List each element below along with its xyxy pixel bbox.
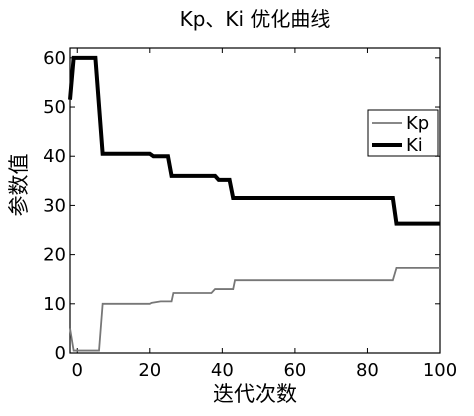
axes-frame [69,47,441,354]
series-line-kp [69,266,440,352]
y-tick-label: 40 [43,146,66,167]
x-axis-label: 迭代次数 [213,382,297,406]
axis-ticks: 0 20 40 60 80 100 0 10 20 30 40 50 60 [43,48,457,381]
legend-box [367,109,439,157]
y-axis-label: 参数值 [7,154,31,217]
x-tick-label: 80 [356,360,379,381]
series-line-ki [68,55,440,226]
y-tick-label: 0 [55,343,66,364]
plot-area: 0 20 40 60 80 100 0 10 20 30 40 50 60 [43,47,457,381]
y-tick-label: 50 [43,97,66,118]
y-tick-label: 10 [43,294,66,315]
chart-title: Kp、Ki 优化曲线 [180,7,331,31]
x-tick-label: 100 [423,360,457,381]
legend: Kp Ki [367,109,439,157]
x-tick-label: 20 [138,360,161,381]
y-tick-label: 30 [43,195,66,216]
x-tick-label: 0 [72,360,83,381]
y-tick-label: 60 [43,48,66,69]
x-tick-label: 40 [211,360,234,381]
legend-label-kp: Kp [406,113,429,134]
legend-label-ki: Ki [406,135,423,156]
series-layer [68,55,440,352]
y-tick-label: 20 [43,245,66,266]
x-tick-label: 60 [283,360,306,381]
